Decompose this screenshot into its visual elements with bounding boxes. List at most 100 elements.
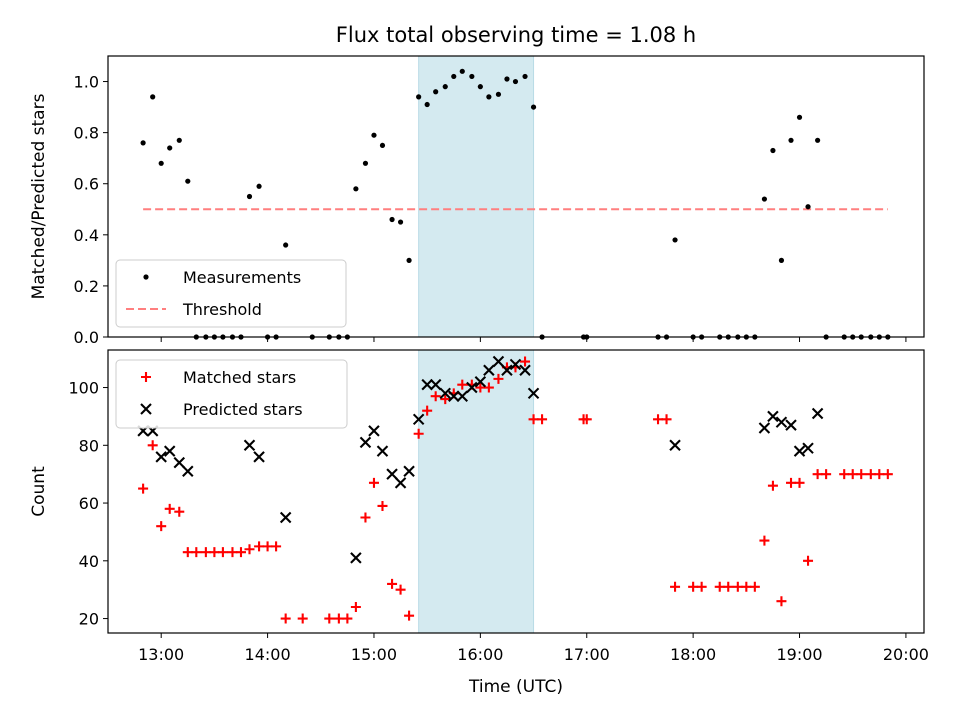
data-point	[732, 581, 743, 592]
count-panel-legend: Matched stars Predicted stars	[115, 359, 348, 429]
data-point	[527, 387, 540, 400]
legend-label: Predicted stars	[183, 400, 303, 419]
x-tick-label: 14:00	[245, 645, 291, 664]
legend-label: Matched stars	[183, 368, 296, 387]
data-point	[456, 390, 469, 402]
y-tick-label: 60	[79, 494, 99, 513]
y-tick-label: 40	[79, 552, 99, 571]
x-tick-label: 20:00	[883, 645, 929, 664]
data-point	[362, 160, 369, 166]
data-point	[475, 382, 486, 393]
data-point	[386, 468, 398, 480]
y-tick-label: 0.4	[74, 226, 99, 245]
legend-box	[115, 259, 347, 328]
data-point	[669, 439, 681, 452]
data-point	[173, 456, 186, 469]
data-point	[528, 414, 539, 425]
y-tick-label: 20	[79, 610, 99, 629]
data-point	[670, 581, 681, 592]
data-point	[416, 94, 422, 100]
data-point	[759, 535, 770, 546]
data-point	[353, 186, 359, 192]
data-point	[359, 436, 372, 449]
highlight-span	[418, 55, 535, 338]
data-point	[811, 407, 824, 420]
x-tick-label: 15:00	[351, 645, 397, 664]
data-point	[749, 581, 760, 592]
data-point	[377, 500, 388, 511]
data-point	[741, 581, 752, 592]
data-point	[466, 381, 478, 394]
data-point	[723, 581, 734, 592]
data-point	[155, 451, 167, 463]
data-point	[279, 511, 292, 524]
data-point	[150, 94, 156, 100]
data-point	[433, 89, 439, 95]
data-point	[297, 613, 308, 624]
data-point	[793, 445, 806, 457]
data-point	[493, 373, 504, 384]
data-point	[429, 378, 442, 391]
data-point	[761, 196, 768, 202]
data-point	[262, 541, 273, 552]
data-point	[253, 451, 265, 463]
data-point	[856, 469, 867, 480]
data-point	[661, 414, 672, 425]
data-point	[176, 137, 182, 143]
data-point	[803, 555, 814, 566]
data-point	[775, 416, 788, 428]
data-point	[191, 547, 202, 558]
data-point	[758, 422, 771, 434]
data-point	[430, 391, 441, 402]
data-point	[200, 547, 211, 558]
data-point	[421, 378, 433, 391]
x-tick-label: 13:00	[138, 645, 184, 664]
data-point	[147, 440, 158, 451]
data-point	[469, 73, 475, 80]
data-point	[360, 512, 371, 523]
data-point	[501, 364, 513, 376]
y-tick-label: 0.8	[74, 124, 99, 143]
count-panel-y-label: Count	[29, 466, 49, 517]
data-point	[486, 94, 492, 100]
data-point	[182, 465, 194, 478]
data-point	[512, 78, 519, 85]
data-point	[235, 547, 246, 558]
data-point	[714, 581, 725, 592]
data-point	[483, 382, 494, 393]
data-point	[440, 394, 451, 405]
data-point	[333, 613, 344, 624]
data-point	[451, 73, 457, 80]
data-point	[167, 145, 173, 151]
data-point	[522, 73, 528, 80]
data-point	[776, 596, 787, 607]
legend-label: Measurements	[183, 268, 301, 287]
data-point	[368, 477, 379, 488]
data-point	[138, 483, 149, 494]
data-point	[156, 521, 167, 532]
series-measurements	[140, 68, 891, 340]
series-matched-stars	[138, 356, 893, 624]
data-point	[342, 613, 353, 624]
data-point	[495, 91, 502, 97]
data-point	[254, 541, 265, 552]
legend-swatch	[140, 403, 152, 415]
data-point	[812, 469, 823, 480]
data-point	[839, 469, 850, 480]
data-point	[778, 257, 785, 263]
y-tick-label: 0.2	[74, 277, 99, 296]
data-point	[389, 216, 395, 223]
data-point	[794, 477, 805, 488]
ratio-panel-highlight-layer	[418, 55, 535, 338]
ratio-panel: 0.0 0.2 0.4 0.6 0.8 1.0 Matched/Predicted sta…	[29, 55, 925, 347]
data-point	[788, 137, 794, 143]
data-point	[182, 547, 193, 558]
data-point	[371, 132, 377, 138]
data-point	[796, 114, 803, 120]
y-tick-label: 0.6	[74, 175, 99, 194]
data-point	[442, 84, 448, 90]
data-point	[158, 160, 164, 166]
data-point	[504, 76, 510, 82]
data-point	[174, 506, 185, 517]
data-point	[786, 477, 797, 488]
